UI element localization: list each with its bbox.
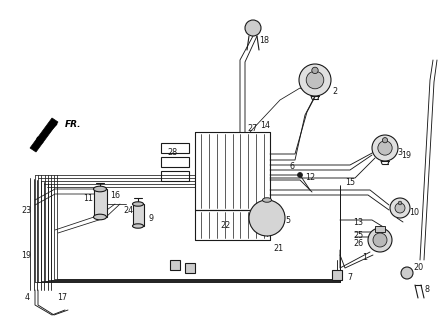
Text: 14: 14: [260, 121, 270, 130]
Text: 28: 28: [167, 148, 177, 156]
Circle shape: [368, 228, 392, 252]
Bar: [132, 204, 143, 226]
Bar: [161, 143, 189, 153]
Text: 13: 13: [353, 218, 363, 227]
Text: 25: 25: [353, 230, 363, 239]
Circle shape: [372, 135, 398, 161]
Circle shape: [249, 200, 285, 236]
Text: 12: 12: [305, 172, 315, 181]
Text: 15: 15: [345, 178, 355, 187]
Text: FR.: FR.: [65, 120, 81, 129]
Circle shape: [299, 64, 331, 96]
Circle shape: [401, 267, 413, 279]
Text: 26: 26: [353, 238, 363, 247]
Text: 5: 5: [286, 215, 291, 225]
Text: 20: 20: [413, 263, 423, 273]
Text: 19: 19: [401, 150, 411, 159]
Ellipse shape: [132, 202, 143, 206]
Text: 23: 23: [21, 205, 31, 214]
Circle shape: [312, 67, 318, 74]
Text: 7: 7: [347, 274, 353, 283]
Text: 21: 21: [273, 244, 283, 252]
Circle shape: [378, 141, 392, 155]
Text: 1: 1: [363, 253, 367, 262]
Bar: [93, 189, 106, 217]
Circle shape: [373, 233, 387, 247]
Circle shape: [306, 71, 324, 89]
Text: 4: 4: [25, 293, 30, 302]
Text: 16: 16: [110, 190, 120, 199]
Text: 18: 18: [259, 36, 269, 44]
Bar: [375, 226, 385, 232]
Circle shape: [245, 20, 261, 36]
Text: 19: 19: [21, 251, 31, 260]
Circle shape: [398, 201, 402, 205]
Circle shape: [395, 203, 405, 213]
Circle shape: [390, 198, 410, 218]
Text: 3: 3: [397, 148, 402, 156]
Bar: [185, 263, 195, 273]
Text: 27: 27: [247, 124, 257, 132]
Bar: [161, 157, 189, 167]
Ellipse shape: [93, 186, 106, 192]
Bar: [170, 260, 180, 270]
Circle shape: [298, 172, 303, 178]
Circle shape: [382, 138, 388, 143]
Text: 8: 8: [425, 285, 430, 294]
Text: 11: 11: [83, 194, 93, 203]
Ellipse shape: [93, 214, 106, 220]
Bar: [332, 270, 342, 280]
Ellipse shape: [262, 198, 271, 202]
Bar: [161, 171, 189, 181]
Text: 2: 2: [333, 86, 337, 95]
Text: 10: 10: [409, 207, 419, 217]
Text: 22: 22: [220, 220, 230, 229]
Polygon shape: [30, 118, 58, 152]
Text: 17: 17: [57, 293, 67, 302]
Text: 6: 6: [290, 162, 295, 171]
Ellipse shape: [132, 224, 143, 228]
Text: 9: 9: [148, 213, 154, 222]
Text: 24: 24: [123, 205, 133, 214]
